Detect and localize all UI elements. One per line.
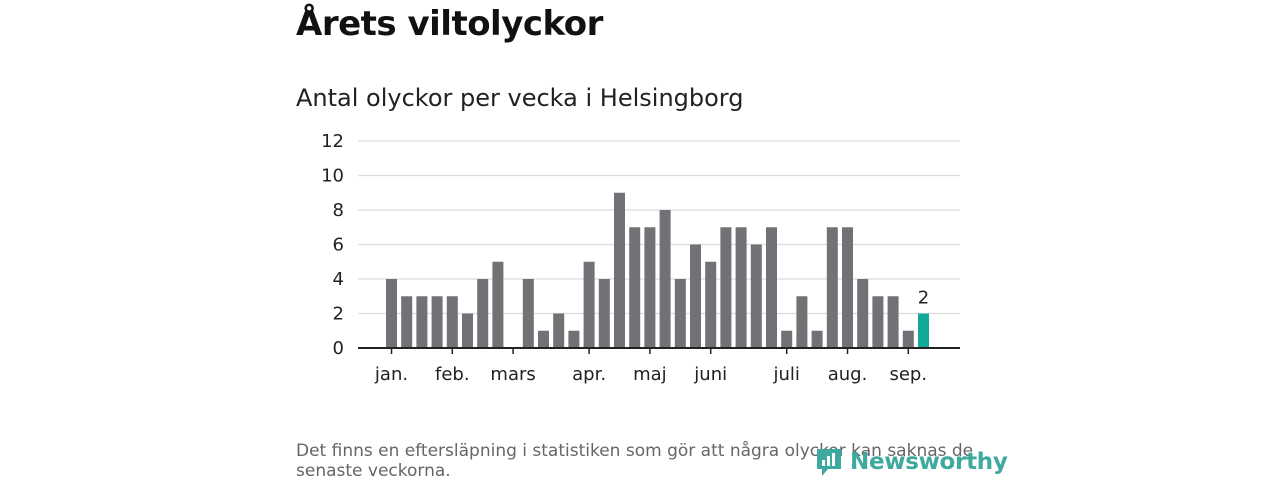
bar	[690, 244, 701, 348]
x-tick-label: mars	[490, 364, 535, 385]
x-tick-label: jan.	[374, 364, 408, 385]
bar	[811, 330, 823, 348]
y-tick-label: 6	[333, 235, 344, 256]
y-tick-label: 0	[333, 338, 344, 359]
bar	[872, 296, 884, 348]
bar	[553, 313, 565, 348]
y-tick-label: 4	[333, 269, 344, 290]
bar	[644, 227, 656, 348]
x-tick-label: juni	[693, 364, 727, 385]
bar	[659, 210, 671, 348]
y-tick-label: 12	[321, 131, 344, 152]
x-tick-label: feb.	[435, 364, 470, 385]
bar	[538, 330, 549, 348]
bar-current-week	[918, 313, 929, 348]
x-tick-label: juli	[772, 364, 799, 385]
bar	[902, 330, 914, 348]
chart-title: Årets viltolyckor	[296, 4, 603, 44]
bar	[431, 296, 443, 348]
bar	[492, 261, 504, 348]
bar	[842, 227, 853, 348]
bar	[720, 227, 732, 348]
bar	[781, 330, 793, 348]
bar	[522, 279, 534, 348]
x-tick-label: aug.	[828, 364, 868, 385]
bar	[766, 227, 777, 348]
bar-chart: 0 2 4 6 8 10 12 2 jan. feb. mars apr. maj juni juli aug…	[321, 131, 960, 385]
bar	[477, 279, 489, 348]
brand-logo: Newsworthy	[814, 446, 1008, 478]
bar	[674, 279, 686, 348]
bar	[462, 313, 473, 348]
bar	[796, 296, 808, 348]
data-label: 2	[918, 288, 929, 309]
bar	[887, 296, 899, 348]
bar	[401, 296, 413, 348]
bar	[857, 279, 869, 348]
y-tick-label: 8	[333, 200, 344, 221]
y-tick-label: 10	[321, 166, 344, 187]
bar	[629, 227, 641, 348]
brand-name: Newsworthy	[850, 449, 1008, 475]
x-tick-label: apr.	[572, 364, 606, 385]
footnote: Det finns en eftersläpning i statistiken…	[296, 441, 974, 481]
bar	[386, 279, 397, 348]
bar	[568, 330, 580, 348]
bar	[598, 279, 610, 348]
bar	[735, 227, 747, 348]
bar	[446, 296, 458, 348]
x-tick-label: sep.	[889, 364, 927, 385]
newsworthy-logo-icon	[817, 449, 841, 476]
bar	[416, 296, 428, 348]
x-tick-label: maj	[633, 364, 667, 385]
bar	[826, 227, 838, 348]
bar	[583, 261, 595, 348]
chart-subtitle: Antal olyckor per vecka i Helsingborg	[296, 84, 744, 112]
bar	[614, 192, 625, 348]
bar	[750, 244, 762, 348]
bar	[705, 261, 717, 348]
y-tick-label: 2	[333, 304, 344, 325]
